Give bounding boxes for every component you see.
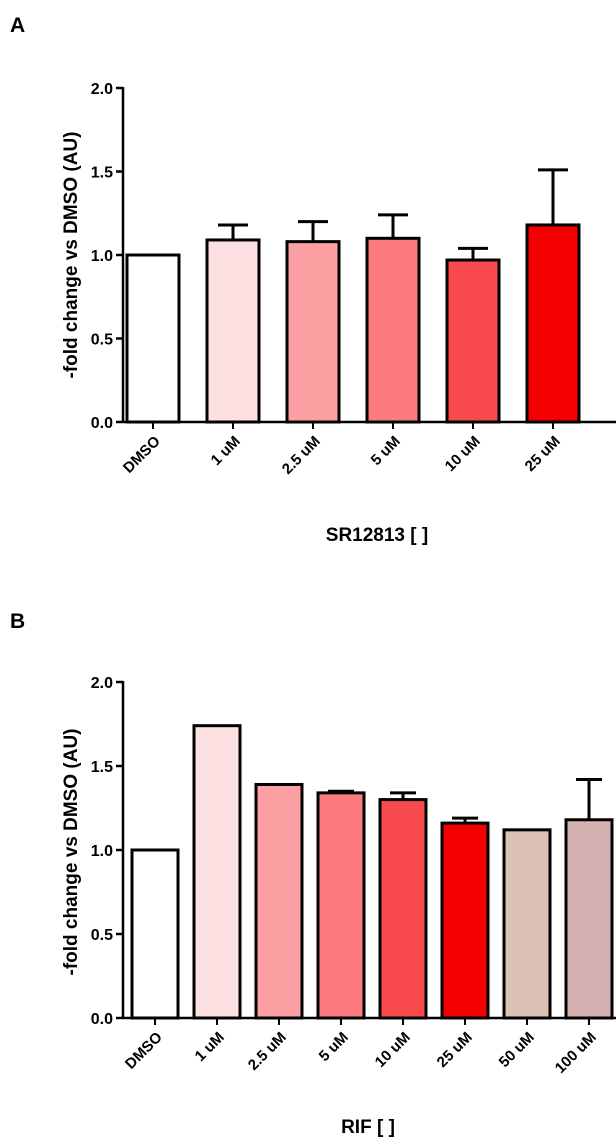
panel-b-bar-8 [564,818,614,1020]
panel-a-y-tick-label-3: 1.0 [91,248,113,265]
panel-a-y-ticks: 0.0 0.5 1.0 1.5 2.0 [91,81,123,432]
panel-b-bar-5 [378,798,428,1020]
panel-b-x-tick-label-1: DMSO [122,1029,166,1073]
panel-b-bar-6 [440,821,490,1020]
panel-b-x-tick-label-6: 25 uM [434,1029,476,1071]
panel-a-x-tick-label-4: 5 uM [368,433,404,469]
panel-a-axes [121,87,616,424]
panel-b-x-tick-label-5: 10 uM [372,1029,414,1071]
panel-a-x-tick-label-3: 2.5 uM [279,433,324,478]
panel-a-bar-3 [285,240,341,424]
panel-a-bar-6 [525,223,581,424]
panel-b-x-tick-label-3: 2.5 uM [245,1029,290,1074]
panel-b-x-tick-label-8: 100 uM [552,1029,600,1077]
panel-b-y-tick-label-3: 1.0 [91,843,113,860]
panel-a-y-tick-label-4: 1.5 [91,165,113,182]
panel-b-x-tick-label-2: 1 uM [192,1029,228,1065]
panel-a-x-ticks: DMSO 1 uM 2.5 uM 5 uM 10 uM 25 uM [120,422,564,478]
panel-a-y-tick-label-5: 2.0 [91,81,113,98]
panel-a-x-tick-label-2: 1 uM [208,433,244,469]
panel-b-y-tick-label-5: 2.0 [91,675,113,692]
panel-b-x-tick-label-7: 50 uM [496,1029,538,1071]
panel-b-bar-4 [316,791,366,1020]
panel-b: B -fold change vs DMSO (AU) RIF [ ] 0.00… [10,610,616,1138]
panel-b-x-tick-label-4: 5 uM [316,1029,352,1065]
panel-b-y-axis-label: -fold change vs DMSO (AU) [61,728,82,975]
panel-a-bars [125,168,581,424]
panel-b-y-tick-label-4: 1.5 [91,759,113,776]
panel-a-bar-2 [205,238,261,424]
panel-b-bar-3 [254,782,304,1020]
panel-a-x-tick-label-6: 25 uM [522,433,564,475]
panel-a: A -fold change vs DMSO (AU) SR12813 [ ] … [10,14,616,546]
panel-a-y-tick-label-2: 0.5 [91,332,113,349]
panel-a-x-tick-label-5: 10 uM [442,433,484,475]
panel-a-bar-5 [445,258,501,424]
panel-a-y-tick-label-1: 0.0 [91,415,113,432]
panel-a-x-axis-label: SR12813 [ ] [326,525,428,546]
panel-b-bar-2 [192,724,242,1020]
panel-b-x-axis-label: RIF [ ] [341,1117,395,1138]
panel-b-bar-1 [130,848,180,1020]
panel-b-y-tick-label-2: 0.5 [91,927,113,944]
panel-b-y-ticks: 0.0 0.5 1.0 1.5 2.0 [91,675,123,1028]
panel-b-label: B [10,610,25,633]
panel-a-label: A [10,14,25,37]
panel-a-y-axis-label: -fold change vs DMSO (AU) [61,131,82,378]
panel-b-x-ticks: DMSO 1 uM 2.5 uM 5 uM 10 uM 25 uM 50 uM 100 uM [122,1018,600,1077]
panel-a-bar-4 [365,236,421,424]
panel-a-x-tick-label-1: DMSO [120,433,164,477]
panel-b-y-tick-label-1: 0.0 [91,1011,113,1028]
panel-b-bar-7 [502,828,552,1020]
panel-b-bars [130,724,614,1020]
panel-b-axes [121,681,616,1020]
panel-a-bar-1 [125,253,181,424]
